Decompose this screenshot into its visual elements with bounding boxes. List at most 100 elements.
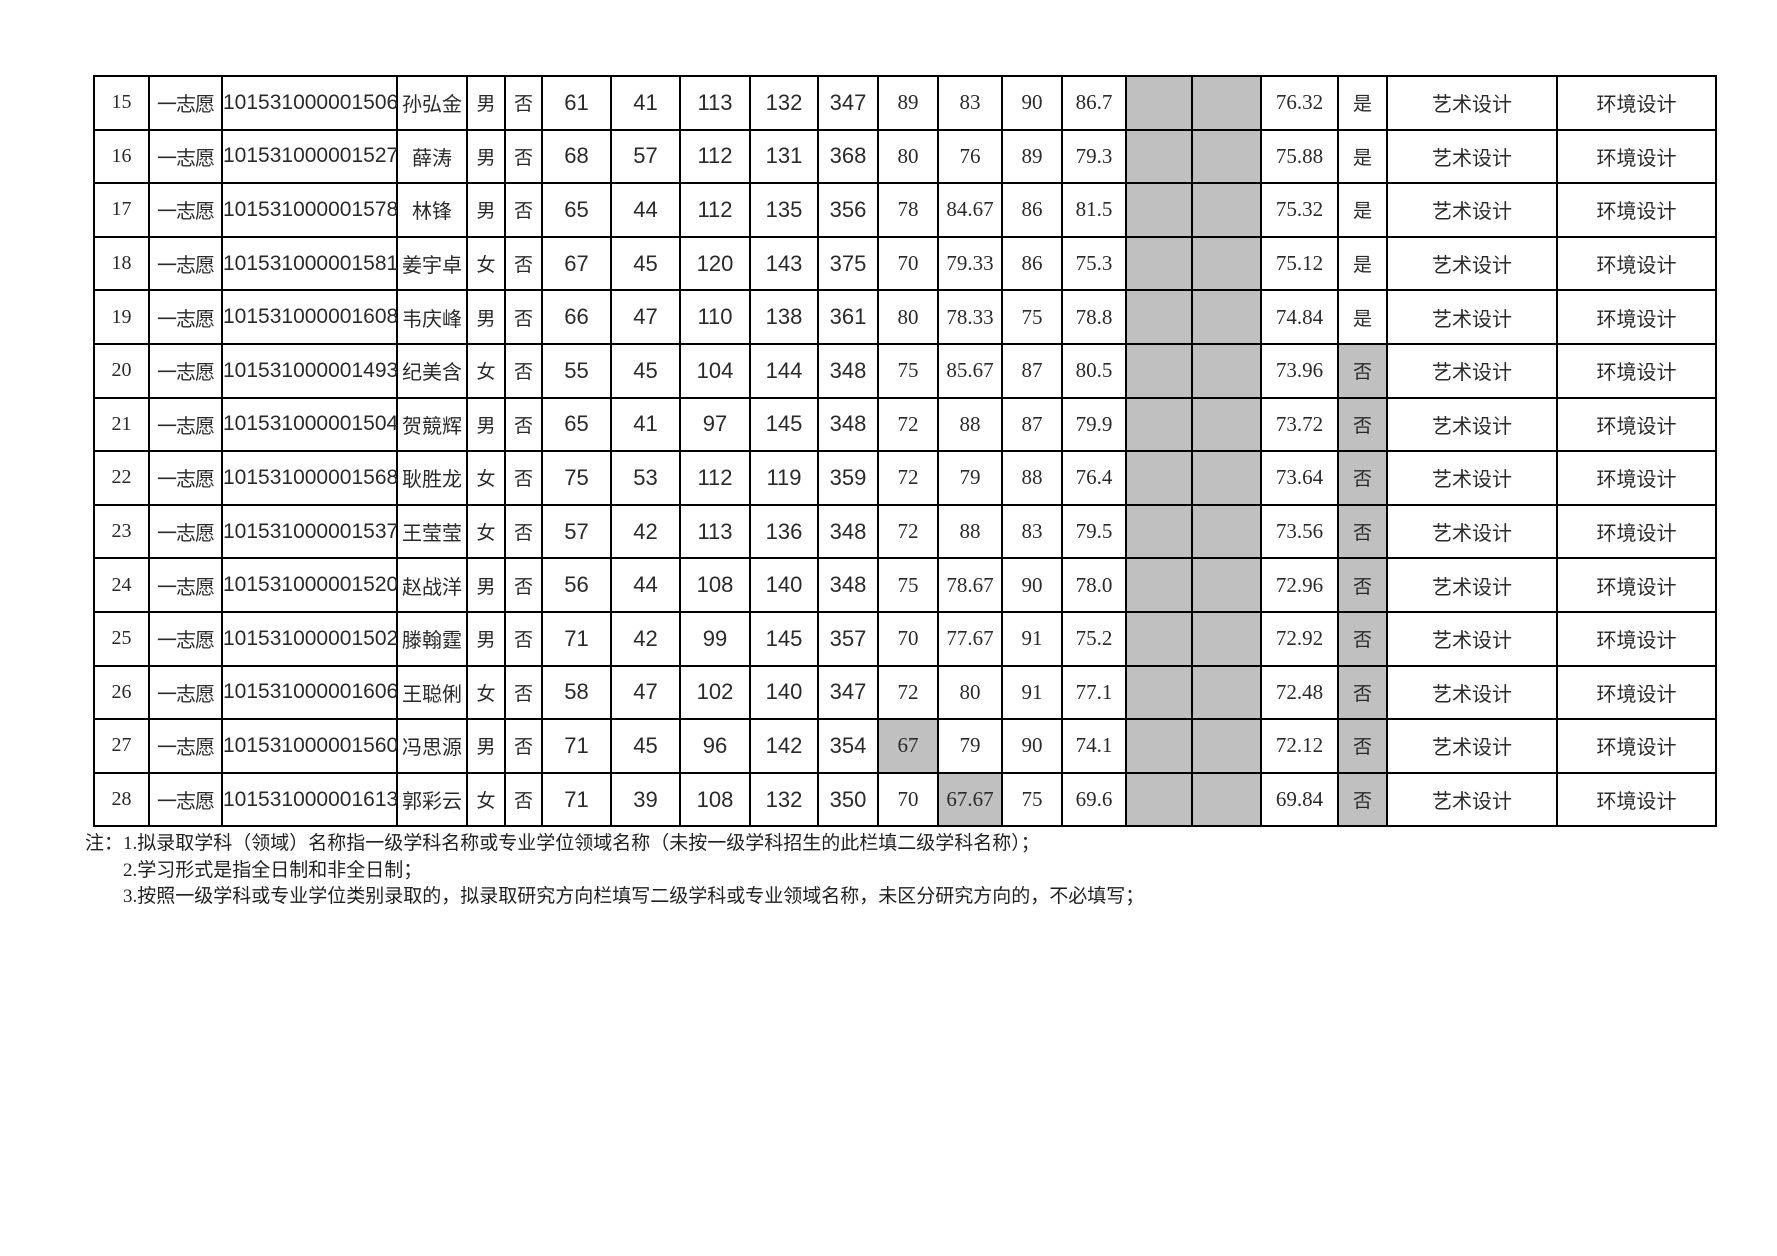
admitted-flag: 否 bbox=[1337, 610, 1388, 667]
weighted-total: 72.48 bbox=[1260, 664, 1339, 721]
exempt-flag: 否 bbox=[504, 128, 543, 185]
candidate-id: 101531000001502 bbox=[221, 610, 398, 667]
initial-score: 145 bbox=[749, 396, 819, 453]
candidate-name: 林锋 bbox=[396, 182, 468, 238]
row-number: 19 bbox=[93, 289, 150, 345]
initial-score: 44 bbox=[610, 182, 681, 238]
candidate-name: 王聪俐 bbox=[396, 664, 468, 721]
weighted-total: 73.96 bbox=[1260, 342, 1339, 399]
weighted-total: 73.64 bbox=[1260, 450, 1339, 506]
research-direction: 环境设计 bbox=[1556, 610, 1717, 667]
reexam-score: 89 bbox=[1001, 128, 1063, 185]
candidate-name: 韦庆峰 bbox=[396, 289, 468, 345]
volunteer-type: 一志愿 bbox=[148, 289, 223, 345]
empty-cell bbox=[1191, 610, 1262, 667]
candidate-id: 101531000001581 bbox=[221, 235, 398, 292]
candidate-id: 101531000001560 bbox=[221, 718, 398, 774]
initial-score: 66 bbox=[541, 289, 612, 345]
weighted-total: 72.96 bbox=[1260, 557, 1339, 613]
volunteer-type: 一志愿 bbox=[148, 664, 223, 721]
weighted-total: 72.92 bbox=[1260, 610, 1339, 667]
empty-cell bbox=[1125, 718, 1193, 774]
reexam-score: 89 bbox=[877, 75, 939, 131]
initial-score: 67 bbox=[541, 235, 612, 292]
initial-score: 104 bbox=[679, 342, 751, 399]
initial-score: 131 bbox=[749, 128, 819, 185]
exempt-flag: 否 bbox=[504, 664, 543, 721]
weighted-total: 69.84 bbox=[1260, 771, 1339, 828]
reexam-score: 77.67 bbox=[937, 610, 1003, 667]
reexam-score: 72 bbox=[877, 503, 939, 560]
exempt-flag: 否 bbox=[504, 182, 543, 238]
reexam-score: 78.0 bbox=[1061, 557, 1127, 613]
reexam-score: 79 bbox=[937, 718, 1003, 774]
weighted-total: 72.12 bbox=[1260, 718, 1339, 774]
reexam-score: 75 bbox=[877, 557, 939, 613]
research-direction: 环境设计 bbox=[1556, 342, 1717, 399]
initial-score: 136 bbox=[749, 503, 819, 560]
reexam-score: 72 bbox=[877, 450, 939, 506]
reexam-score: 83 bbox=[1001, 503, 1063, 560]
candidate-name: 姜宇卓 bbox=[396, 235, 468, 292]
row-number: 28 bbox=[93, 771, 150, 828]
candidate-name: 孙弘金 bbox=[396, 75, 468, 131]
initial-score: 41 bbox=[610, 75, 681, 131]
reexam-score: 78.33 bbox=[937, 289, 1003, 345]
research-direction: 环境设计 bbox=[1556, 718, 1717, 774]
reexam-score: 83 bbox=[937, 75, 1003, 131]
gender: 女 bbox=[466, 503, 506, 560]
exempt-flag: 否 bbox=[504, 718, 543, 774]
volunteer-type: 一志愿 bbox=[148, 771, 223, 828]
volunteer-type: 一志愿 bbox=[148, 75, 223, 131]
admitted-major: 艺术设计 bbox=[1386, 664, 1558, 721]
reexam-score: 77.1 bbox=[1061, 664, 1127, 721]
total-score: 354 bbox=[817, 718, 879, 774]
reexam-score: 91 bbox=[1001, 664, 1063, 721]
reexam-score: 90 bbox=[1001, 557, 1063, 613]
exempt-flag: 否 bbox=[504, 235, 543, 292]
initial-score: 110 bbox=[679, 289, 751, 345]
reexam-score: 72 bbox=[877, 664, 939, 721]
row-number: 24 bbox=[93, 557, 150, 613]
reexam-score: 70 bbox=[877, 610, 939, 667]
initial-score: 140 bbox=[749, 557, 819, 613]
research-direction: 环境设计 bbox=[1556, 128, 1717, 185]
initial-score: 132 bbox=[749, 771, 819, 828]
gender: 男 bbox=[466, 610, 506, 667]
candidate-id: 101531000001608 bbox=[221, 289, 398, 345]
total-score: 347 bbox=[817, 75, 879, 131]
table-row: 16 一志愿 101531000001527 薛涛男否 68 57 112 131 368 80 7… bbox=[93, 128, 1717, 185]
candidate-name: 耿胜龙 bbox=[396, 450, 468, 506]
initial-score: 112 bbox=[679, 182, 751, 238]
table-row: 17 一志愿 101531000001578 林锋男否 65 44 112 135 356 78 8… bbox=[93, 182, 1717, 238]
empty-cell bbox=[1191, 718, 1262, 774]
volunteer-type: 一志愿 bbox=[148, 718, 223, 774]
reexam-score: 75 bbox=[877, 342, 939, 399]
table-row: 19 一志愿 101531000001608 韦庆峰男否 66 47 110 138 361 80… bbox=[93, 289, 1717, 345]
initial-score: 41 bbox=[610, 396, 681, 453]
admitted-major: 艺术设计 bbox=[1386, 771, 1558, 828]
volunteer-type: 一志愿 bbox=[148, 396, 223, 453]
reexam-score: 80.5 bbox=[1061, 342, 1127, 399]
exempt-flag: 否 bbox=[504, 75, 543, 131]
admitted-major: 艺术设计 bbox=[1386, 557, 1558, 613]
reexam-score: 87 bbox=[1001, 396, 1063, 453]
volunteer-type: 一志愿 bbox=[148, 182, 223, 238]
weighted-total: 73.56 bbox=[1260, 503, 1339, 560]
initial-score: 108 bbox=[679, 771, 751, 828]
empty-cell bbox=[1125, 235, 1193, 292]
admitted-major: 艺术设计 bbox=[1386, 718, 1558, 774]
initial-score: 55 bbox=[541, 342, 612, 399]
empty-cell bbox=[1125, 342, 1193, 399]
empty-cell bbox=[1191, 450, 1262, 506]
candidate-id: 101531000001606 bbox=[221, 664, 398, 721]
empty-cell bbox=[1125, 128, 1193, 185]
reexam-score: 79 bbox=[937, 450, 1003, 506]
reexam-score: 79.3 bbox=[1061, 128, 1127, 185]
initial-score: 135 bbox=[749, 182, 819, 238]
candidate-name: 冯思源 bbox=[396, 718, 468, 774]
empty-cell bbox=[1125, 396, 1193, 453]
reexam-score: 75 bbox=[1001, 771, 1063, 828]
exempt-flag: 否 bbox=[504, 396, 543, 453]
footnote-line: 3.按照一级学科或专业学位类别录取的，拟录取研究方向栏填写二级学科或专业领域名称… bbox=[123, 886, 1145, 907]
